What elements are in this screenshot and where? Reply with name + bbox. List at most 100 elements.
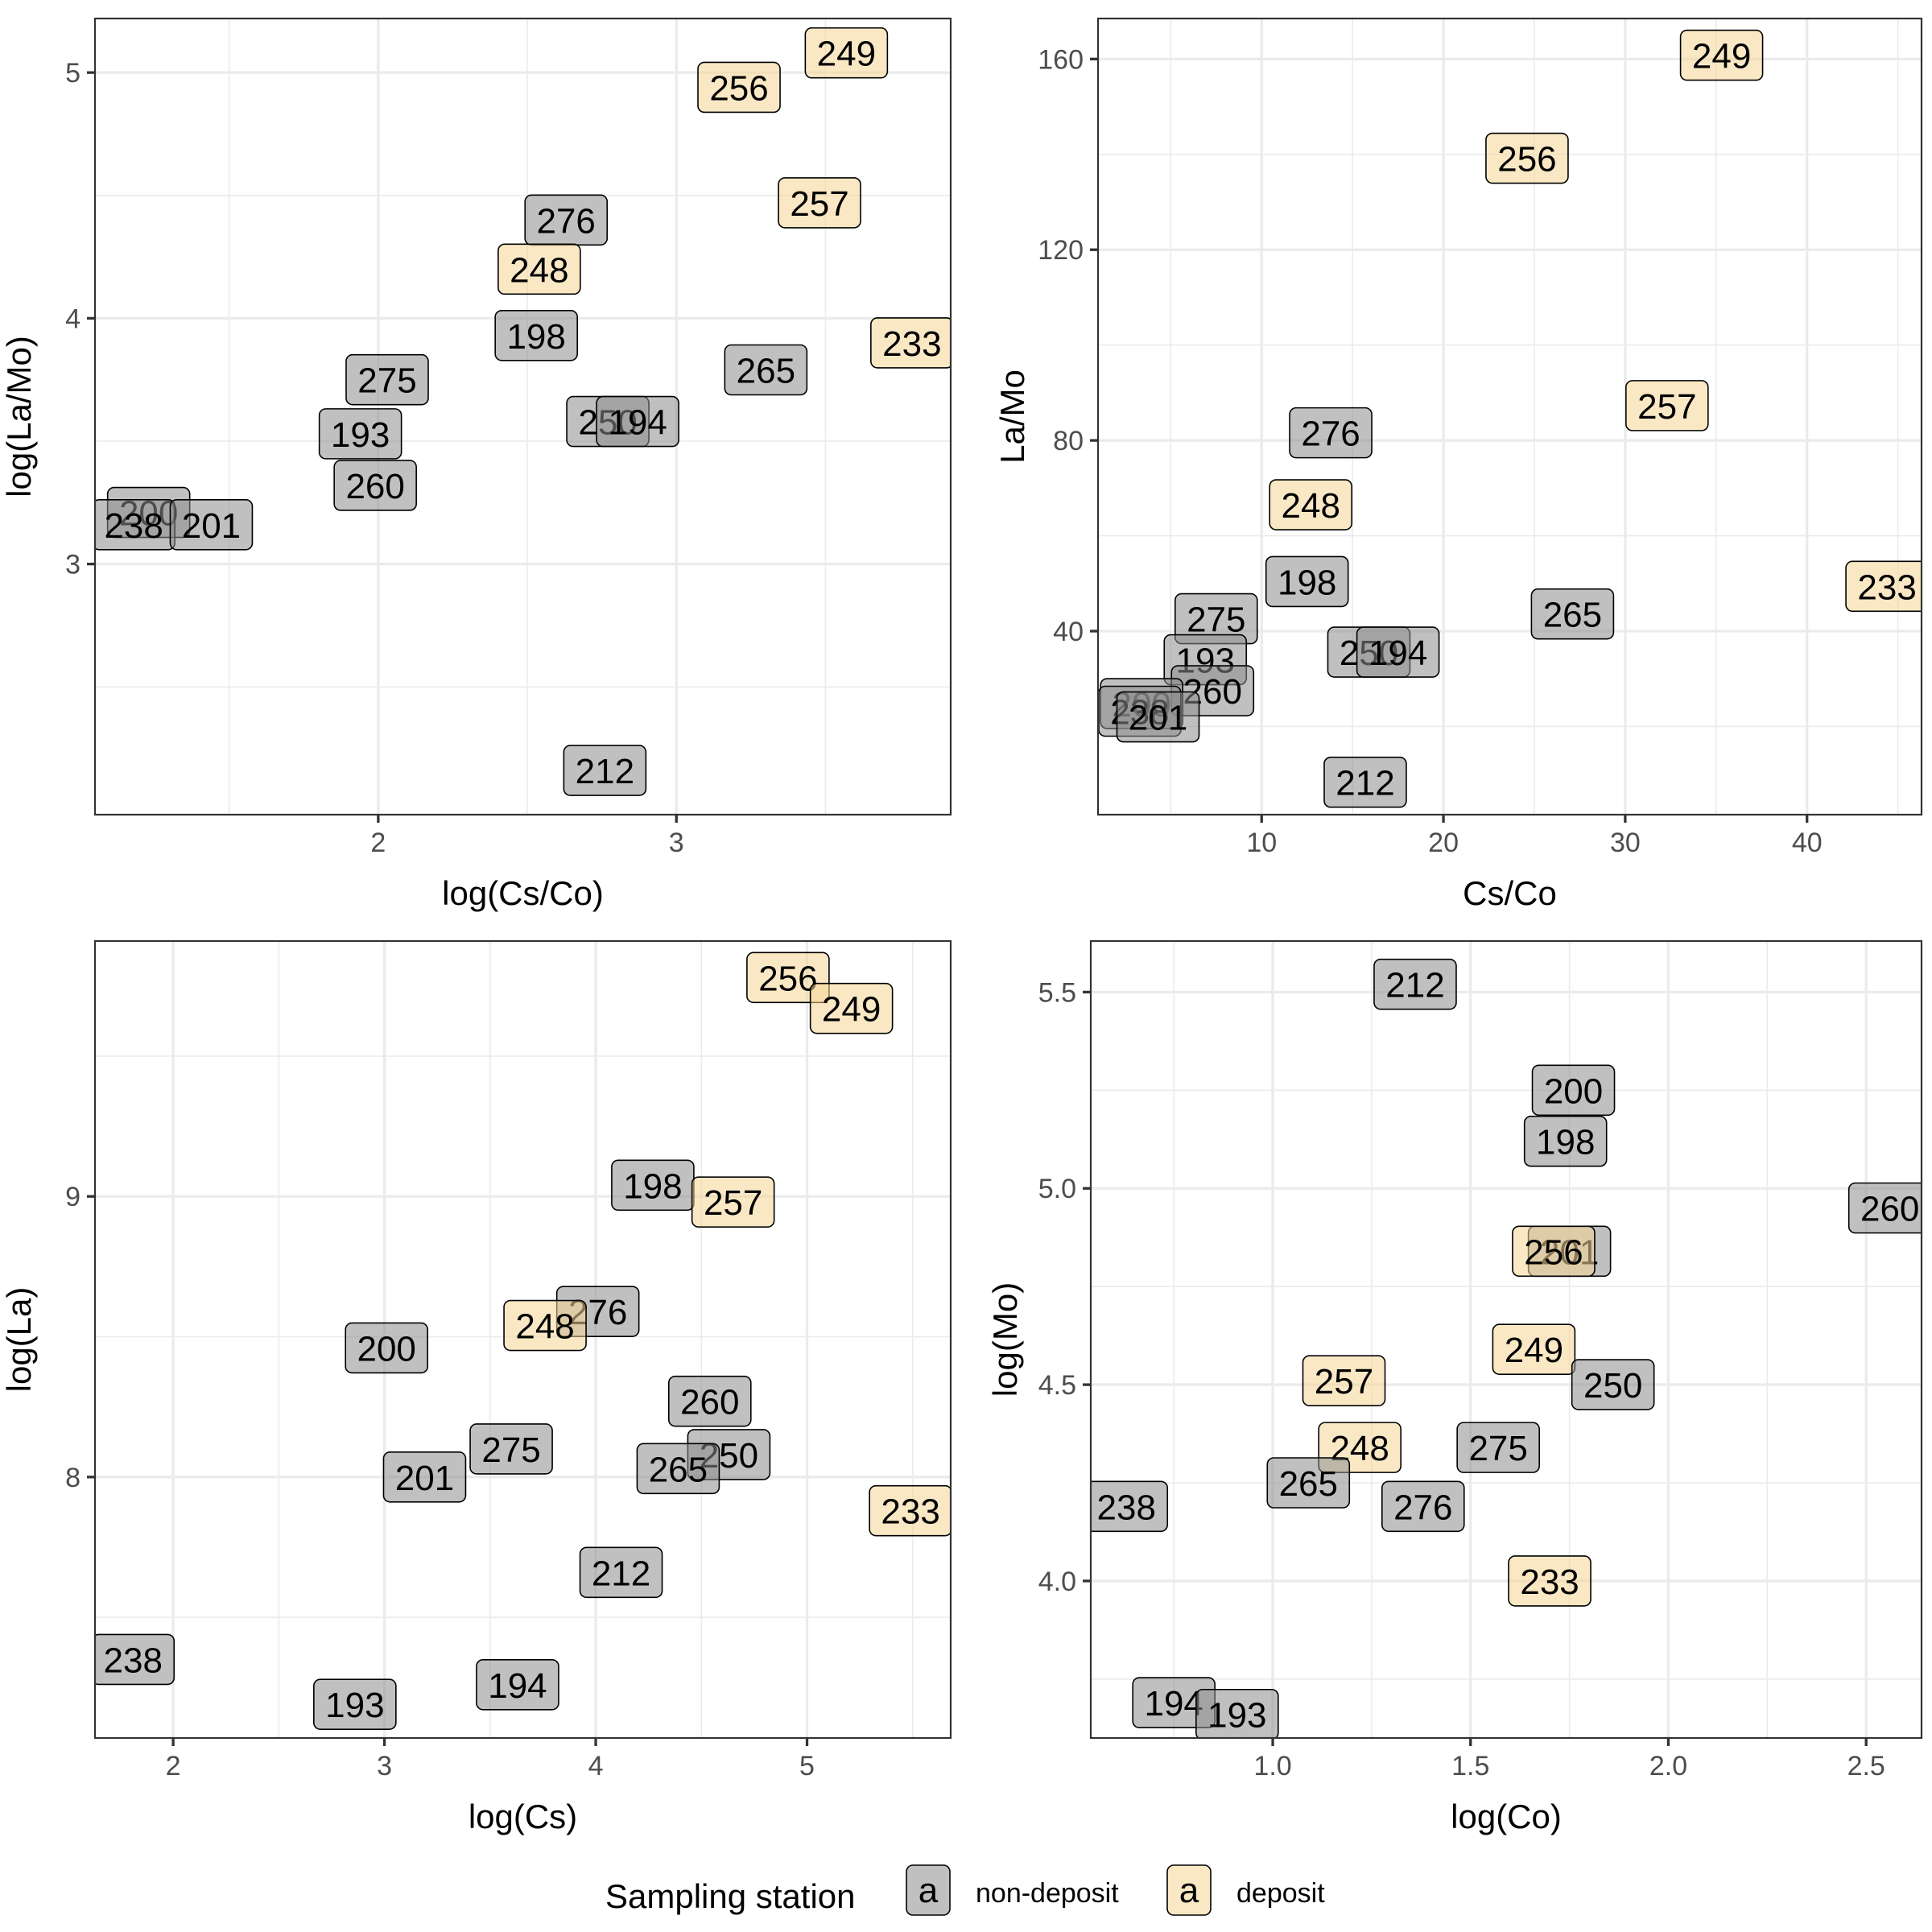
point-label-198: 198 xyxy=(1523,1115,1608,1167)
point-label-238: 238 xyxy=(95,1633,175,1686)
point-label-box xyxy=(697,61,781,114)
panel-border xyxy=(93,939,952,1740)
point-label-box xyxy=(563,745,647,796)
point-label-193: 193 xyxy=(318,408,402,460)
point-label-201: 201 xyxy=(1116,691,1200,743)
point-label-text: 193 xyxy=(1208,1696,1266,1736)
y-tick-label: 160 xyxy=(1038,44,1084,75)
point-label-box xyxy=(1381,1480,1465,1533)
point-label-box xyxy=(318,408,402,460)
point-label-box xyxy=(1679,29,1764,81)
legend-title: Sampling station xyxy=(605,1877,856,1915)
point-label-box xyxy=(579,1546,663,1599)
point-label-text: 233 xyxy=(1857,568,1916,607)
x-tick-label: 5 xyxy=(799,1751,815,1781)
point-label-text: 249 xyxy=(1505,1331,1563,1370)
point-label-200: 200 xyxy=(1531,1064,1616,1117)
y-tick-label: 40 xyxy=(1053,617,1084,647)
point-label-box xyxy=(596,395,679,448)
point-label-text: 193 xyxy=(325,1686,384,1725)
point-label-text: 212 xyxy=(592,1554,650,1593)
y-axis-title: log(La/Mo) xyxy=(0,336,38,497)
panel-log-mo-vs-log-co: 1.01.52.02.54.04.55.05.52122001982602012… xyxy=(986,939,1923,1835)
point-label-box xyxy=(169,499,254,551)
point-label-text: 212 xyxy=(1335,764,1394,803)
point-label-box xyxy=(503,1299,587,1352)
x-tick-label: 2.5 xyxy=(1847,1751,1885,1781)
x-tick-label: 1.0 xyxy=(1253,1751,1291,1781)
point-label-265: 265 xyxy=(1266,1457,1351,1509)
legend-item-deposit: a deposit xyxy=(1166,1864,1325,1916)
point-label-194: 194 xyxy=(476,1658,559,1711)
point-label-box xyxy=(724,344,808,396)
point-label-box xyxy=(746,952,830,1004)
point-label-text: 256 xyxy=(1524,1232,1583,1272)
point-label-box xyxy=(691,1176,775,1228)
point-label-text: 194 xyxy=(608,403,667,443)
point-label-248: 248 xyxy=(503,1299,587,1352)
point-label-212: 212 xyxy=(579,1546,663,1599)
point-label-box xyxy=(1571,1359,1655,1410)
point-label-text: 250 xyxy=(1583,1366,1642,1406)
point-label-text: 256 xyxy=(1497,140,1556,180)
legend-item-non-deposit: a non-deposit xyxy=(906,1864,1119,1916)
x-tick-label: 1.5 xyxy=(1451,1751,1489,1781)
point-label-box xyxy=(1266,1457,1351,1509)
point-label-box xyxy=(1195,1688,1279,1738)
point-label-260: 260 xyxy=(333,460,417,511)
point-label-text: 238 xyxy=(104,506,163,546)
point-label-box xyxy=(869,1484,951,1537)
x-axis-title: log(Cs) xyxy=(469,1798,577,1835)
point-label-text: 260 xyxy=(345,467,404,506)
point-label-text: 198 xyxy=(623,1166,682,1206)
panel-border xyxy=(1096,17,1923,816)
legend-key-glyph: a xyxy=(1179,1871,1199,1910)
x-tick-label: 2 xyxy=(370,828,386,858)
y-axis-title: log(Mo) xyxy=(986,1282,1024,1397)
y-tick-label: 120 xyxy=(1038,235,1084,266)
point-label-text: 275 xyxy=(481,1430,540,1470)
panel-border xyxy=(93,17,952,816)
point-label-box xyxy=(1508,1555,1591,1607)
point-label-233: 233 xyxy=(869,1484,951,1537)
point-label-box xyxy=(1492,1323,1576,1375)
y-tick-label: 5.5 xyxy=(1038,977,1076,1008)
x-tick-label: 3 xyxy=(377,1751,392,1781)
legend-key-deposit xyxy=(1166,1864,1212,1916)
point-label-text: 249 xyxy=(1692,37,1751,76)
y-tick-label: 8 xyxy=(65,1463,80,1493)
x-tick-label: 40 xyxy=(1792,828,1823,858)
point-label-212: 212 xyxy=(563,745,647,796)
point-label-box xyxy=(1845,560,1922,613)
point-label-198: 198 xyxy=(611,1159,695,1212)
point-label-text: 200 xyxy=(357,1329,415,1368)
point-label-275: 275 xyxy=(345,353,429,406)
point-label-text: 198 xyxy=(506,317,565,357)
x-axis-title: log(Co) xyxy=(1451,1798,1562,1835)
point-label-box xyxy=(667,1375,752,1427)
x-tick-label: 3 xyxy=(669,828,684,858)
point-label-260: 260 xyxy=(1847,1182,1922,1234)
point-label-text: 265 xyxy=(1279,1464,1338,1504)
point-labels: 2492562572762481982751932602652332501942… xyxy=(1098,29,1922,808)
point-label-265: 265 xyxy=(636,1443,720,1495)
point-label-box xyxy=(1456,1422,1540,1473)
point-label-box xyxy=(809,982,894,1034)
point-label-text: 257 xyxy=(1315,1362,1373,1402)
point-label-text: 233 xyxy=(882,324,941,364)
panel-log-lamo-vs-log-csco: 2334524925625727624819827519326026523325… xyxy=(0,17,952,912)
panel-border xyxy=(1089,939,1923,1740)
point-label-text: 194 xyxy=(1368,634,1427,673)
x-tick-label: 2.0 xyxy=(1649,1751,1687,1781)
x-axis-title: Cs/Co xyxy=(1463,874,1557,912)
point-label-249: 249 xyxy=(1679,29,1764,81)
point-label-box xyxy=(1625,380,1709,431)
point-label-276: 276 xyxy=(1381,1480,1465,1533)
x-tick-label: 30 xyxy=(1610,828,1641,858)
point-label-text: 198 xyxy=(1278,563,1336,602)
point-label-275: 275 xyxy=(469,1423,553,1475)
point-label-193: 193 xyxy=(313,1678,397,1730)
point-label-text: 248 xyxy=(510,250,568,290)
point-label-text: 275 xyxy=(357,361,416,401)
point-label-text: 257 xyxy=(704,1183,762,1223)
